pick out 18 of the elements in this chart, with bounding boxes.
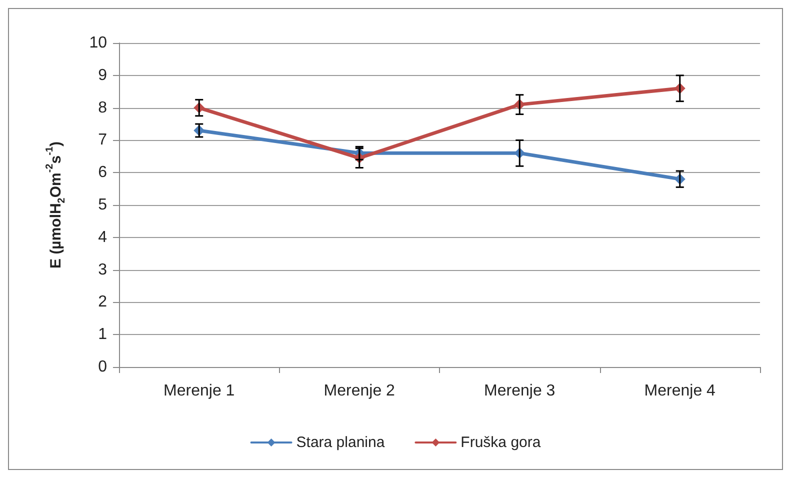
x-tick-label: Merenje 1 [164, 382, 235, 400]
y-tick-label: 6 [98, 164, 108, 182]
y-tick-label: 7 [98, 132, 108, 149]
y-tick-label: 2 [98, 294, 108, 311]
y-tick-label: 3 [98, 261, 108, 278]
x-tick-label: Merenje 3 [484, 382, 556, 400]
legend-label: Stara planina [296, 434, 386, 451]
x-tick-label: Merenje 4 [644, 382, 716, 400]
x-tick-label: Merenje 2 [324, 382, 396, 400]
y-axis-title: E (µmolH2Om-2s-1) [44, 142, 68, 268]
y-tick-label: 4 [98, 228, 108, 246]
y-tick-label: 9 [98, 66, 108, 84]
y-tick-label: 0 [98, 358, 108, 376]
y-tick-label: 5 [98, 196, 108, 214]
y-tick-label: 8 [98, 99, 108, 116]
y-tick-label: 10 [89, 34, 108, 52]
y-tick-label: 1 [98, 326, 108, 344]
legend-label: Fruška gora [460, 434, 542, 451]
